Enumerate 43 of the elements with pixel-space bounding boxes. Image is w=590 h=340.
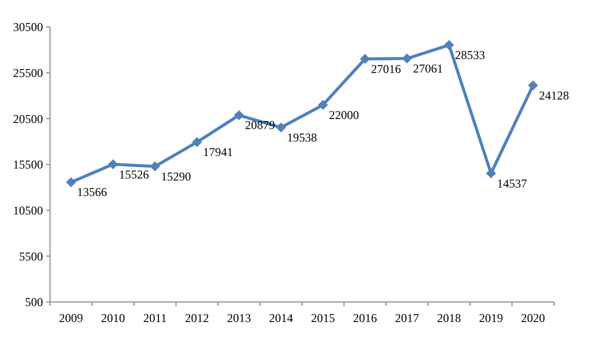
- x-tick-label: 2013: [227, 311, 251, 325]
- point: [234, 110, 244, 120]
- point: [318, 100, 328, 110]
- point: [276, 122, 286, 132]
- data-label: 27061: [413, 62, 443, 76]
- data-label: 28533: [455, 48, 485, 62]
- x-tick-label: 2020: [521, 311, 545, 325]
- data-label: 17941: [203, 145, 233, 160]
- y-tick-label: 30500: [13, 20, 43, 34]
- x-tick-label: 2011: [143, 311, 167, 325]
- data-label: 27016: [371, 62, 401, 76]
- y-tick-label: 5500: [19, 249, 43, 264]
- y-tick-label: 500: [25, 295, 43, 310]
- data-label: 20879: [245, 118, 275, 132]
- data-label: 13566: [77, 185, 107, 200]
- data-label: 22000: [329, 108, 359, 122]
- y-tick-label: 25500: [13, 66, 43, 80]
- x-tick-label: 2014: [269, 311, 293, 325]
- y-tick-label: 20500: [13, 112, 43, 126]
- x-tick-label: 2015: [311, 311, 335, 325]
- point: [66, 177, 76, 188]
- x-tick-label: 2009: [59, 311, 83, 325]
- x-tick-label: 2012: [185, 311, 209, 325]
- point: [402, 54, 412, 64]
- point: [528, 80, 538, 90]
- x-tick-label: 2010: [101, 311, 125, 325]
- data-label: 14537: [497, 176, 527, 190]
- data-label: 24128: [539, 88, 569, 102]
- y-tick-label: 10500: [13, 204, 43, 218]
- data-label: 19538: [287, 130, 317, 144]
- x-tick-label: 2018: [437, 311, 461, 325]
- point: [150, 161, 160, 172]
- point: [486, 168, 496, 178]
- x-tick-label: 2016: [353, 311, 377, 325]
- x-tick-label: 2019: [479, 311, 503, 325]
- x-tick-label: 2017: [395, 311, 419, 325]
- data-label: 15290: [161, 169, 191, 184]
- y-tick-label: 15500: [13, 158, 43, 172]
- point: [192, 137, 202, 148]
- data-label: 15526: [119, 167, 149, 182]
- point: [444, 40, 454, 50]
- point: [108, 159, 118, 170]
- point: [360, 54, 370, 64]
